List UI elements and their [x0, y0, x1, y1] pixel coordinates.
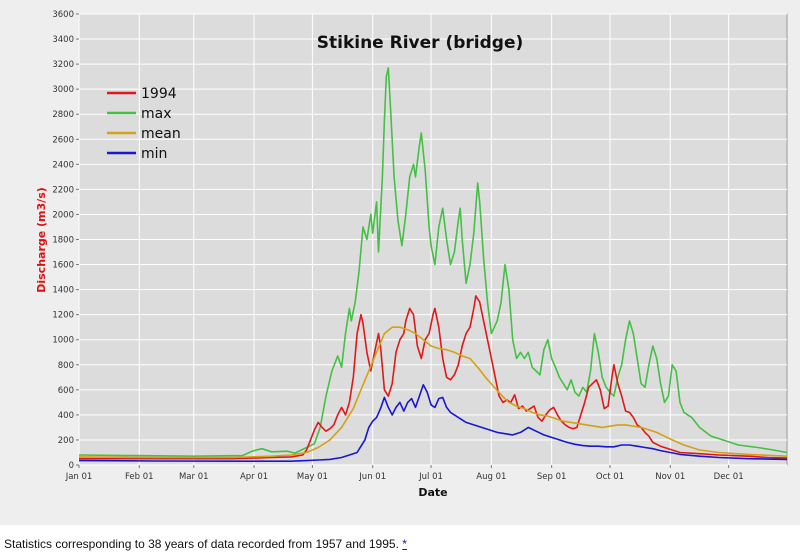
- legend-label-max: max: [141, 106, 172, 122]
- legend-label-1994: 1994: [141, 86, 177, 102]
- series-line-1994: [79, 295, 788, 460]
- y-tick-label: 2600: [52, 135, 74, 145]
- y-tick-label: 1200: [52, 311, 74, 321]
- x-tick-label: Feb 01: [125, 472, 154, 482]
- series-line-mean: [78, 326, 788, 459]
- x-tick-label: Jun 01: [358, 472, 386, 482]
- x-tick-label: May 01: [297, 472, 328, 482]
- legend-label-mean: mean: [141, 126, 181, 142]
- y-tick-label: 400: [58, 411, 74, 421]
- x-tick-label: Mar 01: [179, 472, 209, 482]
- y-tick-label: 3600: [52, 10, 74, 20]
- chart-panel: 0 200 400 600 800 1000 1200 1400 1600 1800 2000 220…: [0, 0, 800, 525]
- x-tick-label: Dec 01: [714, 472, 744, 482]
- x-tick-label: Oct 01: [596, 472, 624, 482]
- y-tick-label: 3200: [52, 60, 74, 70]
- series-line-max: [78, 67, 788, 457]
- x-axis-title: Date: [418, 486, 447, 499]
- y-tick-label: 1800: [52, 236, 74, 246]
- legend-label-min: min: [141, 146, 167, 162]
- y-tick-label: 600: [58, 386, 74, 396]
- x-tick-label: Aug 01: [476, 472, 506, 482]
- footer-text: Statistics corresponding to 38 years of …: [4, 537, 399, 551]
- x-axis-ticks: Jan 01 Feb 01 Mar 01 Apr 01 May 01 Jun 01 Jul …: [65, 465, 744, 482]
- y-tick-label: 2000: [52, 210, 74, 220]
- y-axis-ticks: 0 200 400 600 800 1000 1200 1400 1600 1800 2000 220…: [52, 10, 79, 471]
- y-tick-label: 1600: [52, 261, 74, 271]
- x-tick-label: Jul 01: [418, 472, 443, 482]
- y-tick-label: 2800: [52, 110, 74, 120]
- legend: 1994 max mean min: [107, 86, 181, 162]
- grid-lines: [78, 13, 787, 466]
- y-axis-title: Discharge (m3/s): [35, 187, 48, 293]
- y-tick-label: 0: [69, 461, 74, 471]
- y-tick-label: 1000: [52, 336, 74, 346]
- x-tick-label: Nov 01: [655, 472, 685, 482]
- chart-title: Stikine River (bridge): [317, 33, 524, 53]
- x-tick-label: Sep 01: [537, 472, 567, 482]
- discharge-chart: 0 200 400 600 800 1000 1200 1400 1600 1800 2000 220…: [35, 10, 788, 499]
- y-tick-label: 2200: [52, 185, 74, 195]
- y-tick-label: 3000: [52, 85, 74, 95]
- y-tick-label: 200: [58, 436, 74, 446]
- footer-note: Statistics corresponding to 38 years of …: [4, 537, 407, 551]
- x-tick-label: Apr 01: [240, 472, 268, 482]
- series-lines: [78, 67, 788, 462]
- x-tick-label: Jan 01: [65, 472, 93, 482]
- y-tick-label: 3400: [52, 35, 74, 45]
- series-line-min: [78, 384, 788, 462]
- footnote-link[interactable]: *: [402, 537, 407, 551]
- y-tick-label: 800: [58, 361, 74, 371]
- y-tick-label: 1400: [52, 286, 74, 296]
- y-tick-label: 2400: [52, 160, 74, 170]
